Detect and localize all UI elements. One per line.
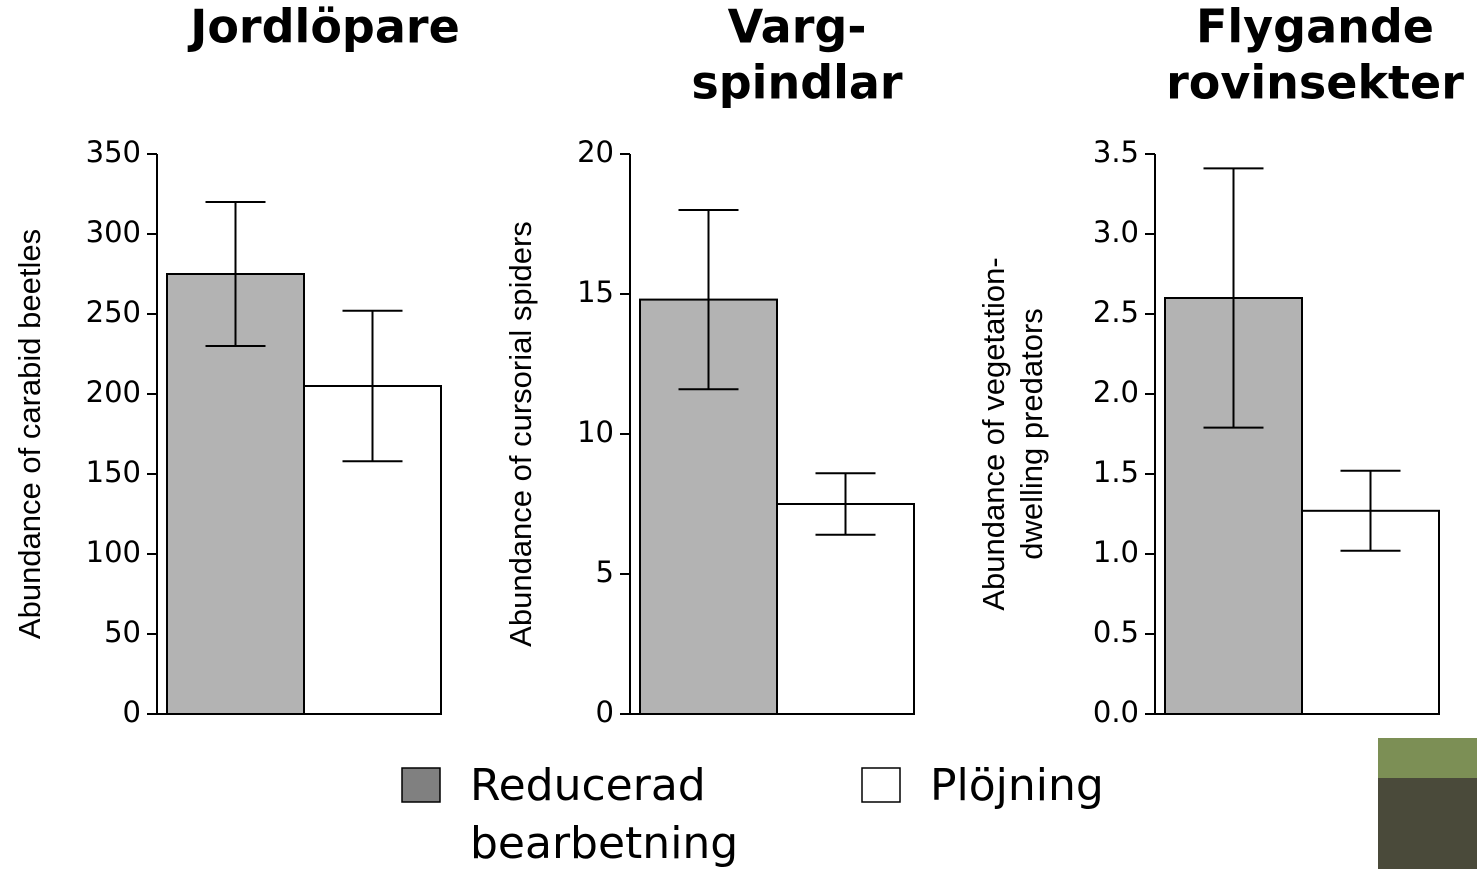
error-bar [1203,167,1264,429]
y-tick-label: 1.0 [1093,535,1139,569]
y-tick-label: 2.0 [1093,375,1139,409]
y-tick-label: 1.5 [1093,455,1139,489]
legend-swatch [861,767,901,803]
error-bar [815,472,876,536]
y-tick-label: 250 [86,295,141,329]
y-tick-label: 50 [104,615,141,649]
chart-title: Jordlöpare [187,0,460,54]
photo-background [1378,738,1477,778]
legend-label: bearbetning [470,818,738,869]
y-axis-label: dwelling predators [1014,308,1049,560]
y-tick-label: 0.0 [1093,695,1139,729]
bar [166,273,305,715]
y-tick-label: 10 [577,415,614,449]
chart-title: Flygande [1196,0,1434,54]
y-tick-label: 20 [577,135,614,169]
legend-label: Plöjning [930,760,1104,811]
chart-title: Varg- [728,0,867,54]
legend-swatch [401,767,441,803]
y-tick-label: 15 [577,275,614,309]
y-tick-label: 200 [86,375,141,409]
error-bar [1340,469,1401,552]
y-tick-label: 150 [86,455,141,489]
y-tick-label: 350 [86,135,141,169]
y-tick-label: 3.0 [1093,215,1139,249]
y-axis-label: Abundance of carabid beetles [12,229,47,639]
y-tick-label: 100 [86,535,141,569]
y-tick-label: 5 [596,555,614,589]
error-bar [678,209,739,391]
y-tick-label: 2.5 [1093,295,1139,329]
y-tick-label: 300 [86,215,141,249]
error-bar [205,201,266,347]
y-axis-label: Abundance of vegetation- [976,257,1011,610]
y-tick-label: 0 [123,695,141,729]
y-tick-label: 0.5 [1093,615,1139,649]
y-tick-label: 0 [596,695,614,729]
y-tick-label: 3.5 [1093,135,1139,169]
y-axis-label: Abundance of cursorial spiders [503,221,538,647]
error-bar [342,309,403,463]
legend-label: Reducerad [470,760,706,811]
chart-title: spindlar [691,56,903,110]
bar [776,503,915,715]
chart-title: rovinsekter [1166,56,1464,110]
